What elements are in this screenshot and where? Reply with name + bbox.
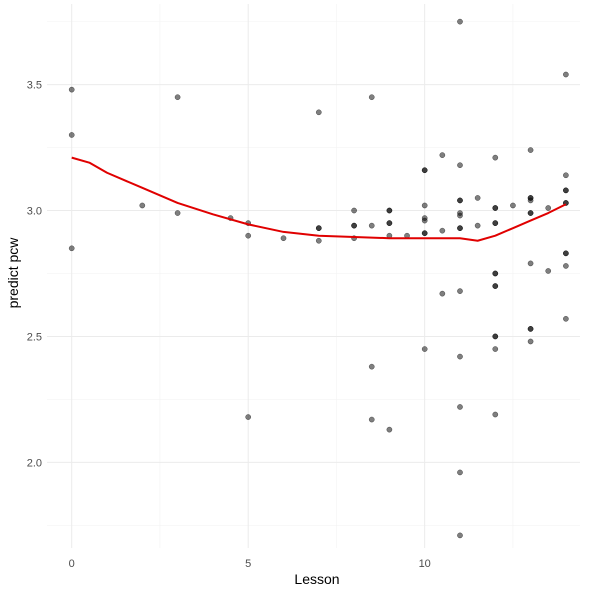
data-point bbox=[545, 268, 552, 274]
grid bbox=[47, 4, 580, 548]
data-point bbox=[457, 18, 463, 25]
data-point bbox=[492, 283, 499, 289]
data-point bbox=[510, 202, 516, 209]
x-tick-label: 10 bbox=[419, 558, 431, 570]
data-point bbox=[68, 86, 75, 93]
x-axis-ticks: 0 5 10 bbox=[69, 558, 431, 570]
data-point bbox=[527, 260, 534, 267]
data-point bbox=[245, 232, 252, 239]
data-point bbox=[315, 225, 322, 231]
data-point bbox=[421, 167, 428, 174]
data-point bbox=[457, 225, 463, 231]
data-point bbox=[474, 195, 481, 201]
data-point bbox=[368, 416, 375, 423]
data-point bbox=[386, 426, 393, 433]
x-tick-label: 5 bbox=[245, 558, 251, 570]
x-tick-label: 0 bbox=[69, 558, 75, 570]
data-point bbox=[527, 326, 534, 332]
data-point bbox=[139, 202, 146, 209]
y-axis-title: predict pcw bbox=[5, 237, 21, 309]
data-point bbox=[563, 187, 569, 194]
data-point bbox=[68, 132, 75, 138]
data-point bbox=[368, 363, 375, 370]
data-point bbox=[492, 411, 499, 418]
data-point bbox=[492, 205, 499, 211]
data-point bbox=[421, 346, 428, 352]
data-point bbox=[68, 245, 75, 252]
data-point bbox=[439, 152, 446, 158]
data-point bbox=[457, 212, 463, 219]
data-point bbox=[439, 290, 446, 297]
data-point bbox=[457, 197, 463, 204]
y-tick-label: 2.5 bbox=[27, 331, 42, 343]
data-point bbox=[351, 207, 357, 214]
data-point bbox=[245, 414, 252, 420]
data-point bbox=[492, 220, 499, 226]
data-point bbox=[563, 172, 569, 179]
data-point bbox=[474, 222, 481, 229]
data-point bbox=[527, 197, 534, 204]
data-point bbox=[492, 346, 499, 352]
data-point bbox=[563, 263, 569, 269]
data-point bbox=[315, 237, 322, 244]
x-axis-title: Lesson bbox=[294, 571, 339, 587]
data-point bbox=[439, 227, 446, 234]
data-point bbox=[386, 207, 393, 214]
data-point bbox=[563, 71, 569, 78]
y-tick-label: 3.5 bbox=[27, 80, 42, 92]
data-point bbox=[527, 210, 534, 216]
data-point bbox=[421, 230, 428, 237]
data-points bbox=[68, 18, 569, 539]
data-point bbox=[457, 469, 463, 476]
data-point bbox=[527, 147, 534, 153]
data-point bbox=[421, 202, 428, 209]
data-point bbox=[174, 210, 181, 216]
data-point bbox=[563, 250, 569, 257]
data-point bbox=[492, 333, 499, 340]
data-point bbox=[527, 338, 534, 345]
data-point bbox=[421, 217, 428, 224]
data-point bbox=[386, 220, 393, 226]
data-point bbox=[457, 532, 463, 539]
smooth-trend-line bbox=[71, 156, 567, 242]
data-point bbox=[368, 222, 375, 229]
smooth-line-layer bbox=[71, 156, 567, 242]
data-point bbox=[492, 270, 499, 277]
data-point bbox=[545, 205, 552, 211]
data-point bbox=[457, 288, 463, 294]
data-point bbox=[368, 94, 375, 101]
data-point bbox=[174, 94, 181, 101]
data-point bbox=[280, 235, 287, 242]
data-point bbox=[351, 222, 357, 229]
y-tick-label: 3.0 bbox=[27, 206, 42, 218]
data-point bbox=[563, 315, 569, 322]
data-point bbox=[457, 404, 463, 410]
data-point bbox=[457, 353, 463, 360]
data-point bbox=[315, 109, 322, 116]
y-axis-ticks: 2.0 2.5 3.0 3.5 bbox=[27, 80, 42, 470]
y-tick-label: 2.0 bbox=[27, 457, 42, 469]
data-point bbox=[457, 162, 463, 169]
data-point bbox=[492, 154, 499, 161]
